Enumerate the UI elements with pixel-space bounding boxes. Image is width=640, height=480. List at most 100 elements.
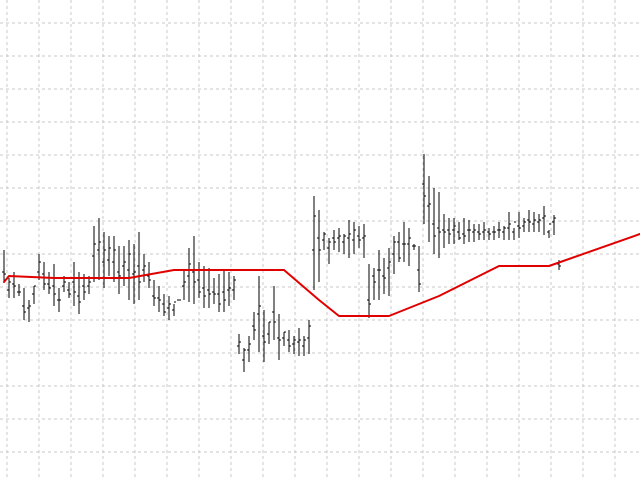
price-bar [342, 234, 346, 254]
price-bar [22, 288, 26, 320]
price-bar [547, 223, 551, 238]
price-bar [397, 232, 401, 262]
price-bar [52, 264, 56, 306]
price-bar [272, 286, 276, 340]
price-bar [132, 244, 136, 304]
price-bar [57, 288, 61, 312]
price-bar [427, 176, 431, 242]
price-bar [302, 336, 306, 356]
price-bar [522, 218, 526, 232]
price-bar [292, 336, 296, 354]
price-bar [2, 250, 6, 282]
price-bar [317, 210, 321, 282]
price-bar [392, 236, 396, 274]
price-bar [412, 244, 416, 250]
price-bar [7, 278, 11, 298]
price-bar [202, 266, 206, 308]
price-bar [232, 276, 236, 300]
price-bar [332, 230, 336, 250]
price-bar [287, 330, 291, 352]
moving-average-line [3, 233, 640, 317]
price-bar [207, 268, 211, 308]
price-bar [422, 154, 426, 224]
price-bar [97, 218, 101, 280]
price-bar [462, 218, 466, 244]
price-bar [537, 214, 541, 232]
price-bar [357, 226, 361, 248]
price-bar [227, 272, 231, 306]
price-bar [37, 254, 41, 280]
price-bar [337, 228, 341, 252]
price-bar [387, 248, 391, 296]
price-bar [47, 272, 51, 294]
price-bar [167, 296, 171, 320]
price-bar [377, 250, 381, 300]
price-bars [2, 154, 561, 372]
price-bar [262, 310, 266, 362]
price-bar [457, 222, 461, 240]
price-bar [222, 270, 226, 312]
price-bar [482, 222, 486, 240]
price-bar [157, 286, 161, 312]
price-bar [487, 228, 491, 240]
price-bar [297, 328, 301, 356]
price-bar [257, 276, 261, 352]
price-bar [347, 220, 351, 258]
price-bar [32, 285, 36, 304]
price-bar [152, 280, 156, 306]
price-bar [277, 314, 281, 360]
price-bar [497, 222, 501, 238]
price-bar [137, 232, 141, 300]
price-bar [127, 240, 131, 300]
price-bar [212, 278, 216, 304]
price-bar [107, 236, 111, 276]
price-bar [512, 221, 516, 240]
price-bar [72, 262, 76, 306]
price-bar [452, 218, 456, 244]
price-bar [372, 268, 376, 300]
price-bar [382, 258, 386, 294]
price-bar [417, 246, 421, 292]
price-bar [477, 224, 481, 240]
price-bar [437, 192, 441, 258]
price-bar [542, 206, 546, 235]
price-bar [502, 226, 506, 240]
price-bar [247, 336, 251, 362]
price-bar [327, 238, 331, 264]
price-bar [307, 320, 311, 354]
price-bar [517, 212, 521, 238]
price-bar [352, 222, 356, 254]
price-bar [197, 262, 201, 298]
price-bar [527, 210, 531, 232]
price-bar [552, 215, 556, 235]
price-bar [507, 212, 511, 240]
price-bar [122, 246, 126, 286]
price-bar [267, 321, 271, 344]
price-bar [27, 300, 31, 322]
price-bar [142, 254, 146, 282]
price-bar [252, 312, 256, 340]
price-bar [447, 218, 451, 244]
price-bar [362, 224, 366, 258]
price-bar [162, 294, 166, 316]
price-bar [67, 282, 71, 298]
price-bar [187, 248, 191, 302]
price-bar [367, 264, 371, 318]
price-bar [182, 270, 186, 300]
price-bar [432, 188, 436, 254]
price-bar [492, 226, 496, 240]
price-bar [407, 228, 411, 266]
price-bar [172, 301, 176, 316]
price-bar [42, 262, 46, 290]
price-bar [242, 348, 246, 372]
price-bar [532, 212, 536, 232]
price-bar [92, 226, 96, 282]
price-bar [117, 246, 121, 294]
price-bar [112, 236, 116, 282]
price-bar [17, 284, 21, 296]
price-bar [282, 331, 286, 346]
